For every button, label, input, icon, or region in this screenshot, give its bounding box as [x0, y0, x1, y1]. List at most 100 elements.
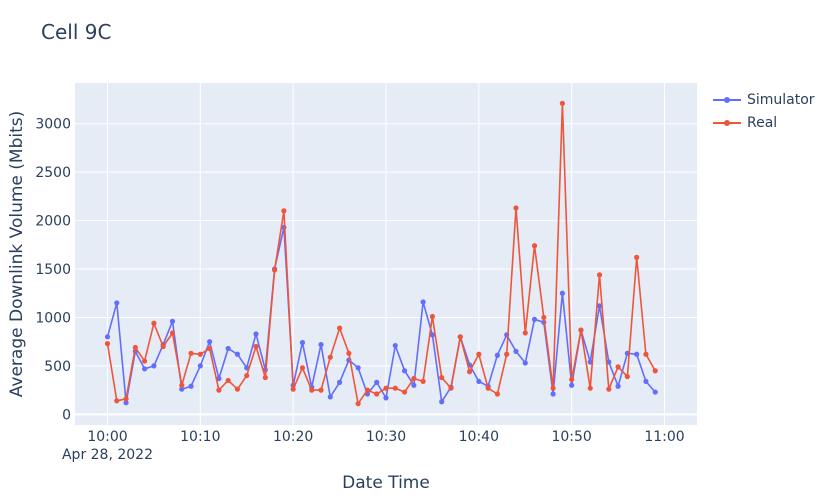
data-point-real[interactable] — [569, 376, 575, 383]
data-point-real[interactable] — [271, 267, 278, 273]
data-point-real[interactable] — [429, 313, 436, 320]
data-point-real[interactable] — [522, 330, 528, 336]
data-point-real[interactable] — [216, 387, 222, 393]
data-point-simulator[interactable] — [336, 379, 343, 385]
data-point-real[interactable] — [336, 325, 343, 331]
data-point-real[interactable] — [197, 351, 203, 357]
data-point-real[interactable] — [123, 396, 129, 402]
data-point-simulator[interactable] — [652, 389, 658, 395]
data-point-real[interactable] — [615, 364, 621, 370]
data-point-real[interactable] — [383, 385, 389, 391]
data-point-simulator[interactable] — [151, 363, 157, 369]
data-point-real[interactable] — [290, 386, 296, 392]
data-point-real[interactable] — [244, 372, 250, 379]
data-point-real[interactable] — [114, 398, 120, 404]
data-point-real[interactable] — [281, 208, 287, 214]
data-point-real[interactable] — [262, 374, 268, 381]
data-point-real[interactable] — [225, 377, 231, 384]
data-point-simulator[interactable] — [225, 345, 231, 352]
data-point-real[interactable] — [578, 327, 584, 333]
data-point-simulator[interactable] — [327, 394, 333, 400]
data-point-real[interactable] — [643, 351, 649, 357]
data-point-real[interactable] — [652, 368, 658, 374]
data-point-real[interactable] — [151, 320, 157, 326]
data-point-simulator[interactable] — [559, 290, 565, 296]
data-point-real[interactable] — [318, 387, 324, 393]
data-point-simulator[interactable] — [550, 391, 556, 397]
data-point-simulator[interactable] — [142, 366, 148, 372]
data-point-simulator[interactable] — [169, 318, 176, 324]
data-point-real[interactable] — [559, 100, 565, 106]
legend-item-simulator[interactable]: Simulator — [713, 88, 815, 111]
data-point-real[interactable] — [411, 375, 417, 382]
data-point-simulator[interactable] — [476, 378, 482, 385]
data-point-simulator[interactable] — [439, 399, 445, 405]
data-point-real[interactable] — [485, 385, 491, 391]
data-point-real[interactable] — [494, 391, 501, 397]
data-point-real[interactable] — [364, 387, 371, 393]
data-point-simulator[interactable] — [114, 300, 120, 306]
data-point-real[interactable] — [346, 350, 352, 356]
data-point-real[interactable] — [466, 369, 473, 375]
data-point-simulator[interactable] — [411, 382, 417, 388]
data-point-real[interactable] — [327, 354, 333, 360]
data-point-real[interactable] — [169, 330, 176, 336]
data-point-real[interactable] — [188, 350, 194, 356]
data-point-real[interactable] — [439, 374, 445, 381]
data-point-simulator[interactable] — [207, 339, 213, 345]
data-point-real[interactable] — [541, 314, 547, 321]
data-point-simulator[interactable] — [634, 351, 640, 357]
data-point-real[interactable] — [309, 387, 315, 393]
data-point-real[interactable] — [420, 378, 426, 385]
data-point-real[interactable] — [531, 243, 538, 249]
legend-item-real[interactable]: Real — [713, 111, 815, 134]
data-point-real[interactable] — [355, 401, 361, 407]
data-point-simulator[interactable] — [253, 331, 259, 337]
data-point-real[interactable] — [448, 385, 454, 391]
data-point-simulator[interactable] — [569, 382, 575, 388]
data-point-simulator[interactable] — [216, 375, 222, 382]
data-point-simulator[interactable] — [179, 386, 185, 392]
data-point-real[interactable] — [401, 389, 408, 395]
data-point-simulator[interactable] — [643, 378, 649, 385]
data-point-simulator[interactable] — [429, 332, 436, 338]
data-point-simulator[interactable] — [596, 303, 603, 309]
data-point-real[interactable] — [160, 343, 166, 350]
data-point-simulator[interactable] — [383, 395, 389, 401]
data-point-real[interactable] — [624, 373, 630, 380]
data-point-simulator[interactable] — [197, 363, 203, 369]
data-point-real[interactable] — [179, 382, 185, 388]
data-point-simulator[interactable] — [606, 359, 612, 365]
data-point-simulator[interactable] — [234, 351, 241, 357]
data-point-simulator[interactable] — [513, 348, 519, 354]
data-point-real[interactable] — [104, 341, 111, 347]
data-point-real[interactable] — [457, 334, 463, 340]
data-point-real[interactable] — [550, 385, 556, 391]
data-point-simulator[interactable] — [531, 316, 538, 322]
data-point-real[interactable] — [476, 351, 482, 357]
data-point-simulator[interactable] — [392, 342, 398, 349]
data-point-real[interactable] — [606, 386, 612, 392]
data-point-simulator[interactable] — [420, 299, 426, 305]
data-point-real[interactable] — [587, 385, 593, 391]
data-point-real[interactable] — [374, 391, 380, 397]
data-point-real[interactable] — [142, 358, 148, 364]
data-point-simulator[interactable] — [401, 368, 408, 374]
data-point-simulator[interactable] — [318, 341, 324, 348]
data-point-simulator[interactable] — [615, 383, 621, 389]
data-point-simulator[interactable] — [299, 340, 306, 346]
data-point-real[interactable] — [132, 344, 138, 351]
data-point-real[interactable] — [634, 254, 640, 260]
data-point-simulator[interactable] — [355, 365, 361, 371]
data-point-real[interactable] — [207, 345, 213, 352]
data-point-simulator[interactable] — [374, 379, 380, 385]
data-point-real[interactable] — [253, 343, 259, 350]
data-point-real[interactable] — [513, 205, 519, 211]
data-point-real[interactable] — [596, 272, 603, 278]
data-point-simulator[interactable] — [188, 383, 194, 389]
data-point-simulator[interactable] — [104, 334, 111, 340]
data-point-simulator[interactable] — [494, 352, 501, 358]
data-point-simulator[interactable] — [123, 400, 129, 406]
data-point-real[interactable] — [234, 386, 241, 392]
data-point-real[interactable] — [392, 385, 398, 391]
